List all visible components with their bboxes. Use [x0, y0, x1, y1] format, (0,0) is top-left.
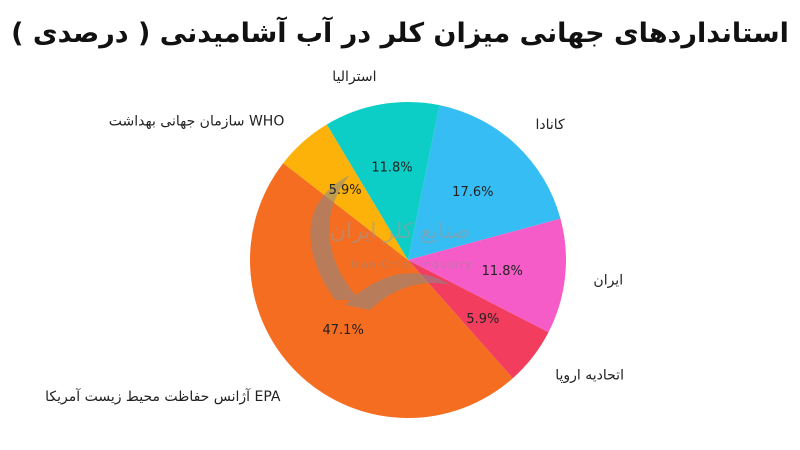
slice-percent-label: 5.9%	[329, 183, 362, 198]
watermark-text-en: Iran Chlor Industry	[351, 258, 473, 271]
watermark-text-fa: صنایع کلر ایران	[330, 219, 470, 244]
slice-percent-label: 11.8%	[371, 161, 412, 176]
slice-percent-label: 47.1%	[323, 323, 364, 338]
slice-percent-label: 11.8%	[482, 264, 523, 279]
pie-slice	[283, 124, 408, 260]
slice-category-label: سازمان جهانی بهداشت WHO	[109, 113, 285, 129]
chart-title: استانداردهای جهانی میزان کلر در آب آشامی…	[11, 18, 789, 49]
slice-category-label: آژانس حفاظت محیط زیست آمریکا EPA	[45, 388, 281, 405]
slice-category-label: ایران	[593, 273, 623, 289]
slice-category-label: اتحادیه اروپا	[555, 367, 624, 383]
pie-slice	[408, 260, 549, 379]
slice-percent-label: 5.9%	[466, 312, 499, 327]
watermark-logo: صنایع کلر ایران Iran Chlor Industry	[310, 175, 472, 310]
watermark-swoosh	[310, 175, 360, 300]
slice-category-label: استرالیا	[332, 69, 376, 85]
watermark-swoosh	[345, 273, 450, 310]
slice-category-label: کانادا	[536, 117, 566, 133]
pie-slice	[408, 105, 561, 260]
slice-labels: 17.6% کانادا 11.8% ایران 5.9% اتحادیه اروپا 47…	[45, 69, 624, 405]
pie-slice	[326, 101, 440, 260]
slice-percent-label: 17.6%	[452, 185, 493, 200]
pie-slice	[408, 218, 567, 333]
